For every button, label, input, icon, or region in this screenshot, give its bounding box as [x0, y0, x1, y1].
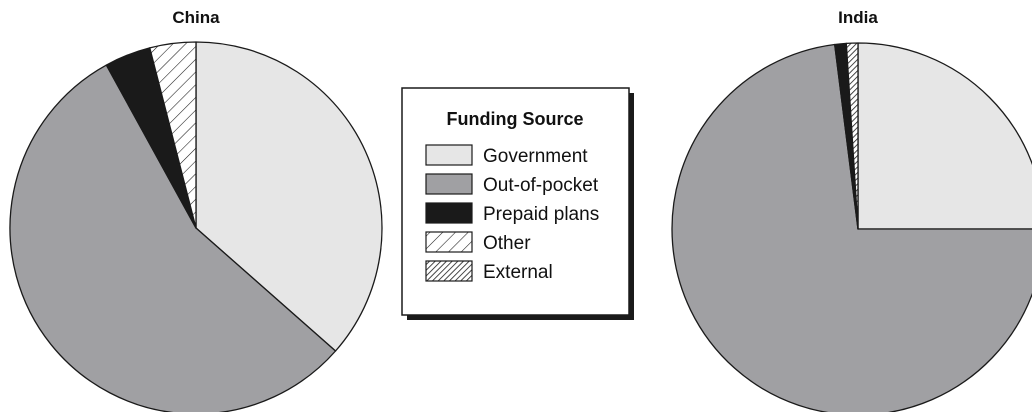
pie-china: China: [9, 8, 383, 412]
pie-slice-india-external: [845, 42, 859, 230]
pie-china-slices: [9, 41, 383, 412]
legend-items: Government Out-of-pocket Prepaid plans Othe…: [425, 144, 599, 283]
legend-label-out-of-pocket: Out-of-pocket: [483, 175, 599, 196]
legend-label-external: External: [483, 262, 553, 283]
pie-slice-china-government: [195, 41, 383, 352]
legend-swatch-prepaid-plans: [425, 202, 473, 224]
pie-slice-china-out-of-pocket: [9, 64, 337, 412]
pie-slice-china-other: [149, 41, 197, 229]
legend-swatch-external: [425, 260, 473, 282]
legend-swatch-other: [425, 231, 473, 253]
legend-swatch-out-of-pocket: [425, 173, 473, 195]
legend-label-government: Government: [483, 146, 588, 167]
legend-label-other: Other: [483, 233, 531, 254]
legend-label-prepaid-plans: Prepaid plans: [483, 204, 599, 225]
legend-title: Funding Source: [447, 109, 584, 129]
pie-india-slices: [671, 42, 1032, 412]
pie-title-china: China: [172, 8, 220, 27]
legend-swatch-government: [425, 144, 473, 166]
pie-title-india: India: [838, 8, 878, 27]
pie-slice-india-government: [857, 42, 1032, 230]
pie-india: India: [671, 8, 1032, 412]
legend: Funding Source Government Out-of-pocket Pr…: [401, 87, 634, 320]
pie-slice-india-out-of-pocket: [671, 43, 1032, 412]
